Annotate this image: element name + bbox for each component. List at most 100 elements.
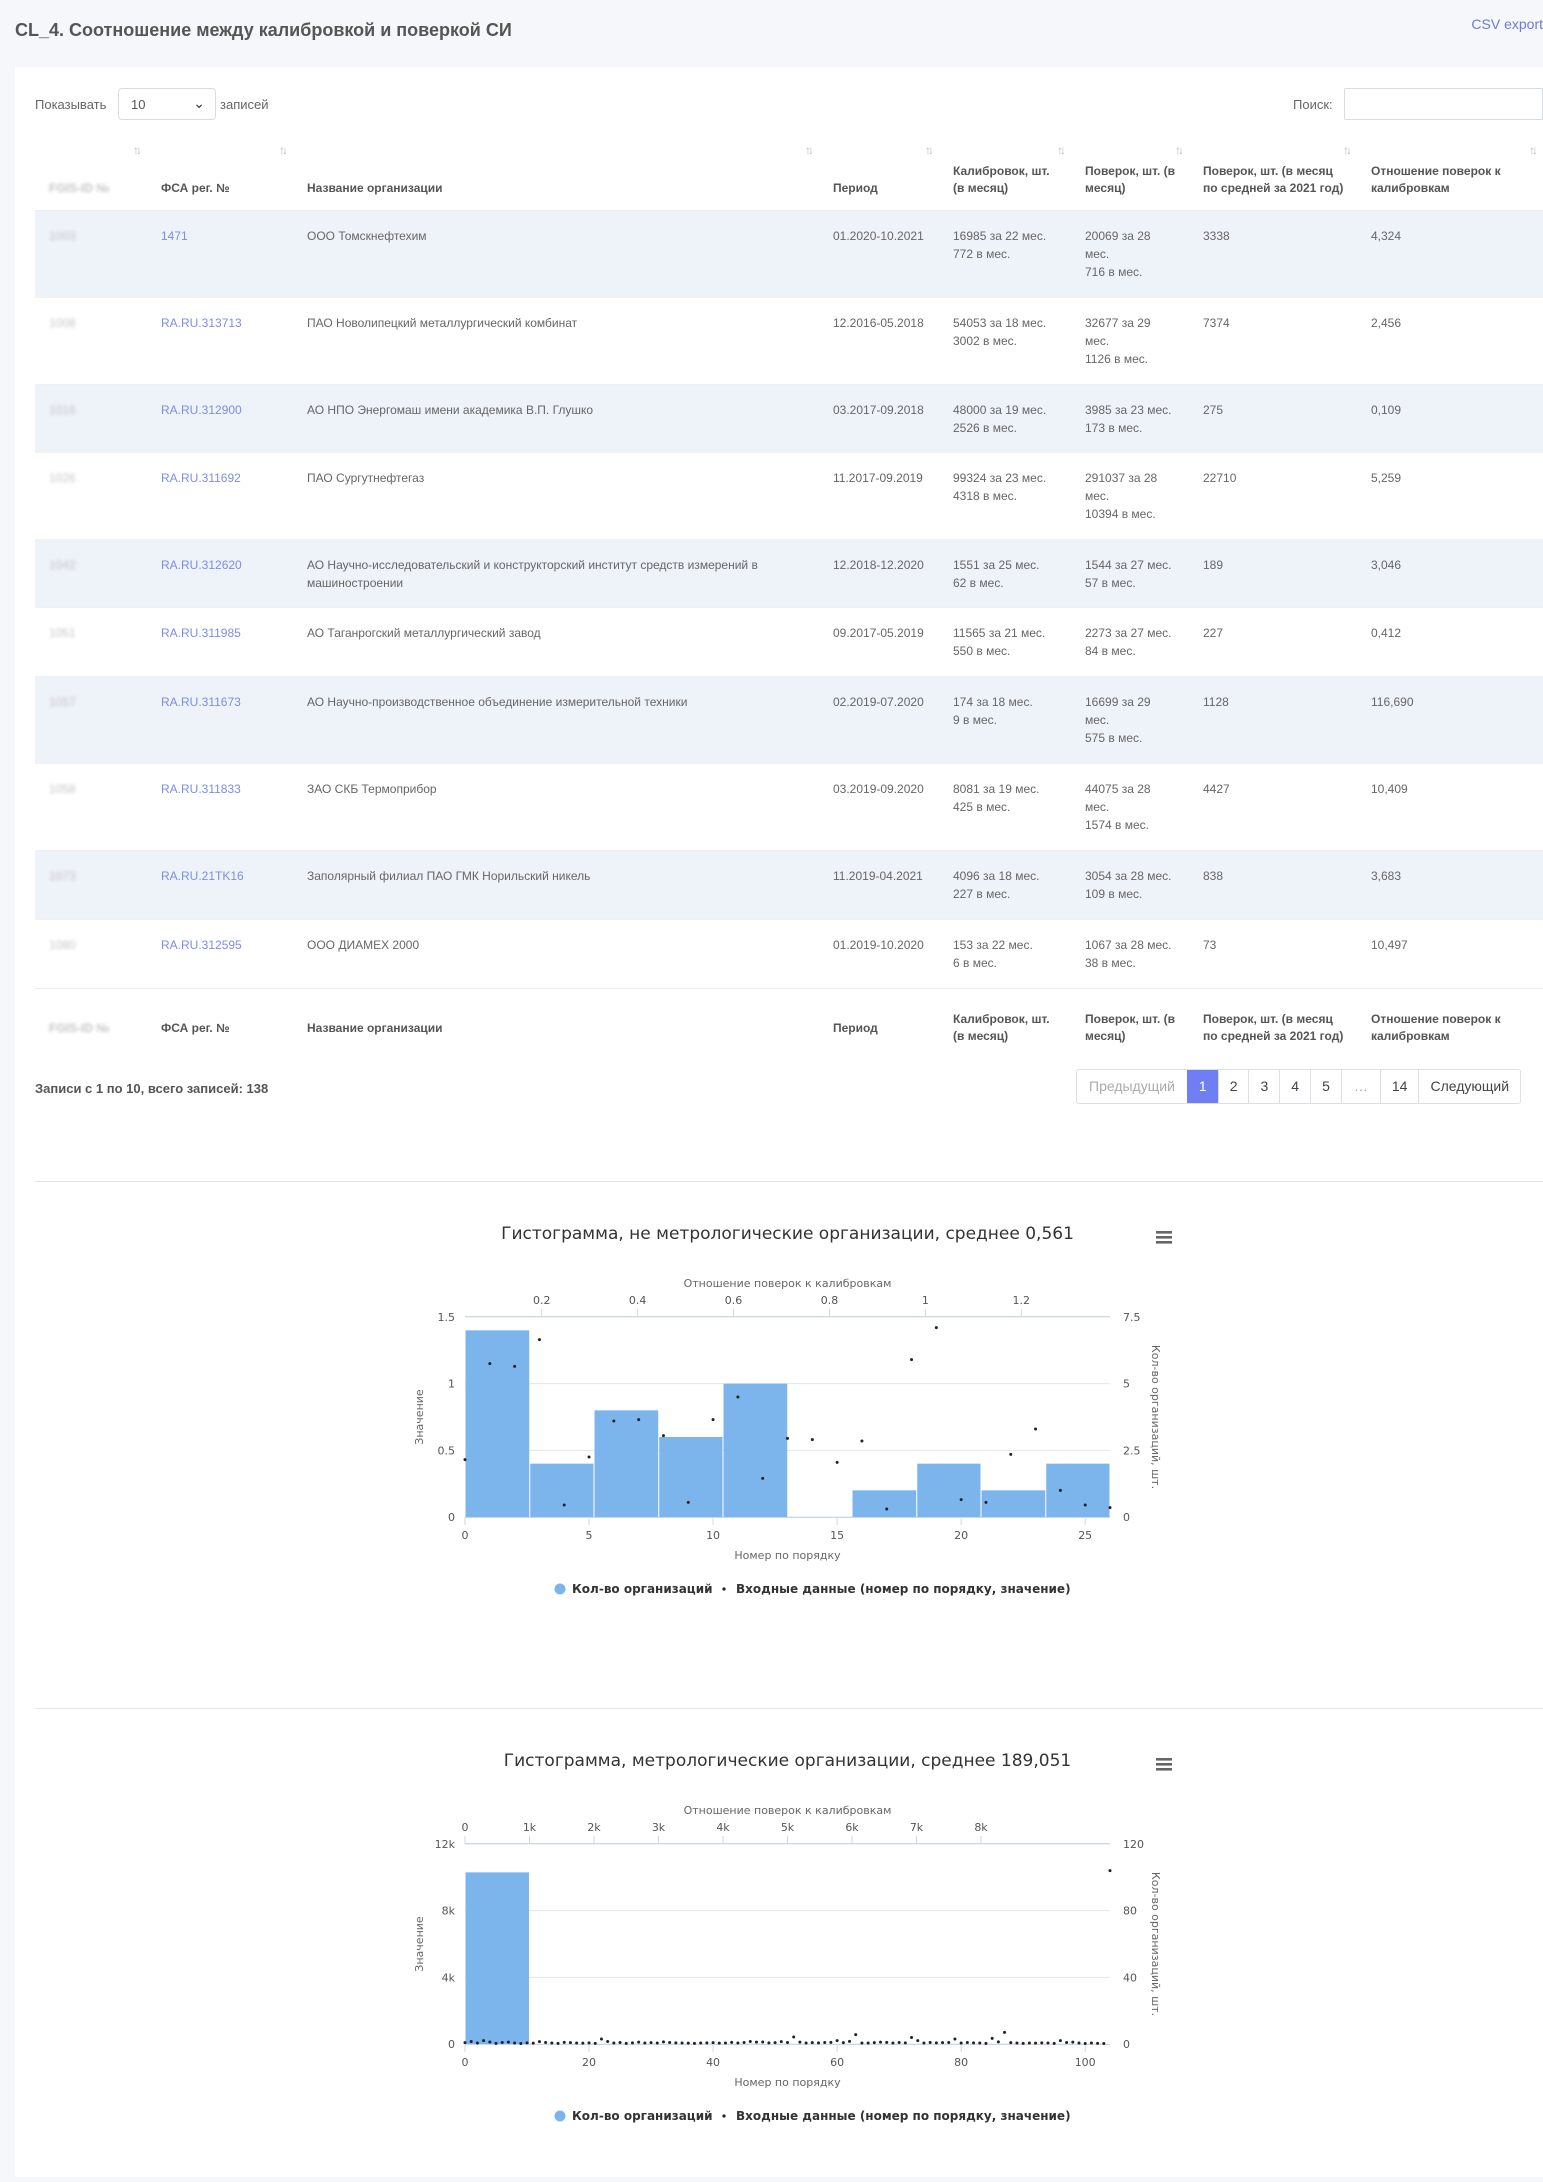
scatter-point[interactable]	[823, 2041, 827, 2044]
legend-item-bars[interactable]: Кол-во организаций	[554, 2109, 713, 2123]
scatter-point[interactable]	[711, 1418, 715, 1422]
scatter-point[interactable]	[544, 2041, 548, 2044]
scatter-point[interactable]	[1102, 2042, 1106, 2045]
scatter-point[interactable]	[655, 2041, 659, 2045]
scatter-point[interactable]	[736, 2041, 740, 2045]
scatter-point[interactable]	[463, 1458, 467, 1462]
pagination-page-5[interactable]: 5	[1310, 1070, 1341, 1103]
scatter-point[interactable]	[1034, 2041, 1038, 2045]
scatter-point[interactable]	[1089, 2041, 1093, 2045]
table-row[interactable]: 1008 RA.RU.313713 ПАО Новолипецкий металлу…	[35, 296, 1543, 384]
scatter-point[interactable]	[742, 2041, 746, 2044]
fsa-link[interactable]: RA.RU.313713	[161, 315, 242, 330]
scatter-point[interactable]	[519, 2042, 523, 2045]
scatter-point[interactable]	[661, 1434, 665, 1438]
column-header-verif2021[interactable]: Поверок, шт. (в месяц по средней за 2021…	[1189, 132, 1357, 211]
scatter-point[interactable]	[699, 2041, 703, 2045]
scatter-point[interactable]	[575, 2041, 579, 2045]
scatter-point[interactable]	[1021, 2041, 1025, 2045]
scatter-point[interactable]	[848, 2039, 852, 2043]
scatter-point[interactable]	[463, 2041, 467, 2045]
histogram-bar[interactable]	[852, 1490, 917, 1517]
legend-item-bars[interactable]: Кол-во организаций	[554, 1582, 713, 1596]
scatter-point[interactable]	[854, 2033, 858, 2037]
fsa-link[interactable]: RA.RU.311833	[161, 781, 241, 796]
scatter-point[interactable]	[866, 2041, 870, 2045]
scatter-point[interactable]	[593, 2041, 597, 2045]
histogram-bar[interactable]	[594, 1410, 659, 1517]
table-row[interactable]: 1051 RA.RU.311985 АО Таганрогский металлур…	[35, 606, 1543, 676]
cell-fsa[interactable]: RA.RU.311985	[147, 606, 293, 676]
scatter-point[interactable]	[872, 2041, 876, 2045]
scatter-point[interactable]	[947, 2041, 951, 2044]
column-header-ratio[interactable]: Отношение поверок к калибровкам ↑↓	[1357, 132, 1543, 211]
scatter-point[interactable]	[482, 2039, 486, 2043]
histogram-bar[interactable]	[465, 1330, 530, 1517]
scatter-point[interactable]	[934, 2041, 938, 2045]
scatter-point[interactable]	[748, 2040, 752, 2043]
scatter-point[interactable]	[879, 2040, 883, 2044]
scatter-point[interactable]	[500, 2041, 504, 2044]
scatter-point[interactable]	[562, 2040, 566, 2044]
column-header-fsa[interactable]: ФСА рег. № ↑↓	[147, 132, 293, 211]
scatter-point[interactable]	[903, 2041, 907, 2045]
scatter-point[interactable]	[860, 2041, 864, 2045]
scatter-point[interactable]	[1009, 2041, 1013, 2045]
table-row[interactable]: 1003 1471 ООО Томскнефтехим 01.2020-10.2021…	[35, 209, 1543, 297]
scatter-point[interactable]	[1015, 2041, 1019, 2045]
histogram-bar[interactable]	[981, 1490, 1046, 1517]
scatter-point[interactable]	[1040, 2041, 1044, 2045]
scatter-point[interactable]	[587, 1455, 591, 1459]
scatter-point[interactable]	[928, 2041, 932, 2044]
search-input[interactable]	[1344, 88, 1543, 120]
scatter-point[interactable]	[978, 2041, 982, 2045]
scatter-point[interactable]	[941, 2041, 945, 2045]
scatter-point[interactable]	[637, 1418, 641, 1422]
scatter-point[interactable]	[885, 2040, 889, 2044]
scatter-point[interactable]	[661, 2040, 665, 2044]
histogram-bar[interactable]	[917, 1463, 981, 1517]
pagination-page-4[interactable]: 4	[1279, 1070, 1310, 1103]
scatter-point[interactable]	[488, 2040, 492, 2044]
menu-icon[interactable]	[1156, 1231, 1172, 1244]
fsa-link[interactable]: RA.RU.312595	[161, 937, 242, 952]
scatter-point[interactable]	[686, 1500, 690, 1504]
column-header-verif[interactable]: Поверок, шт. (в месяц) ↑↓	[1071, 132, 1189, 211]
scatter-point[interactable]	[1083, 1503, 1087, 1507]
scatter-point[interactable]	[674, 2041, 678, 2045]
menu-icon[interactable]	[1156, 1758, 1172, 1771]
pagination-page-14[interactable]: 14	[1379, 1070, 1419, 1103]
scatter-point[interactable]	[686, 2041, 690, 2045]
fsa-link[interactable]: RA.RU.311985	[161, 625, 241, 640]
scatter-point[interactable]	[829, 2040, 833, 2044]
table-row[interactable]: 1026 RA.RU.311692 ПАО Сургутнефтегаз 11.201…	[35, 451, 1543, 539]
scatter-point[interactable]	[556, 2041, 560, 2045]
scatter-point[interactable]	[841, 2041, 845, 2045]
scatter-point[interactable]	[643, 2041, 647, 2045]
scatter-point[interactable]	[984, 2041, 988, 2045]
histogram-bar[interactable]	[1046, 1463, 1110, 1517]
scatter-point[interactable]	[668, 2041, 672, 2044]
scatter-point[interactable]	[910, 1358, 914, 1362]
scatter-point[interactable]	[612, 1419, 616, 1423]
scatter-point[interactable]	[761, 2040, 765, 2044]
scatter-point[interactable]	[1058, 1488, 1062, 1492]
fsa-link[interactable]: RA.RU.21TK16	[161, 868, 244, 883]
scatter-point[interactable]	[513, 2041, 517, 2045]
scatter-point[interactable]	[916, 2039, 920, 2043]
pagination-page-3[interactable]: 3	[1248, 1070, 1279, 1103]
scatter-point[interactable]	[680, 2041, 684, 2045]
scatter-point[interactable]	[792, 2035, 796, 2039]
scatter-point[interactable]	[1052, 2041, 1056, 2045]
scatter-point[interactable]	[786, 1436, 789, 1440]
scatter-point[interactable]	[1034, 1427, 1038, 1431]
histogram-bar[interactable]	[659, 1437, 723, 1517]
csv-export-link[interactable]: CSV export	[1471, 16, 1543, 32]
column-header-id[interactable]: FGIS-ID № ↑↓	[35, 132, 147, 211]
scatter-point[interactable]	[1077, 2041, 1081, 2045]
scatter-point[interactable]	[798, 2040, 802, 2044]
scatter-point[interactable]	[972, 2041, 976, 2045]
scatter-point[interactable]	[897, 2041, 901, 2044]
scatter-point[interactable]	[786, 2041, 789, 2044]
scatter-point[interactable]	[513, 1364, 517, 1368]
